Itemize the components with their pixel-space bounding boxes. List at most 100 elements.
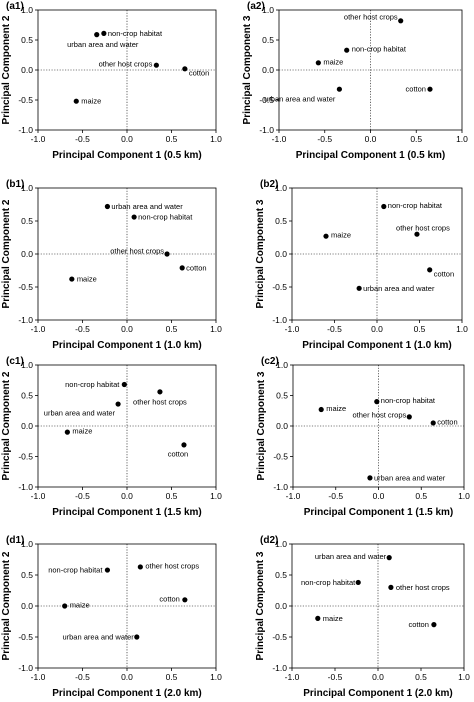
point-label-non-crop-habitat: non-crop habitat bbox=[388, 201, 443, 210]
y-tick-label: 0.0 bbox=[275, 249, 287, 259]
x-tick-label: -1.0 bbox=[285, 324, 300, 334]
y-tick-label: -0.5 bbox=[18, 282, 33, 292]
y-axis-title: Principal Component 2 bbox=[1, 551, 12, 660]
y-tick-label: -1.0 bbox=[18, 315, 33, 325]
x-tick-label: 1.0 bbox=[456, 134, 468, 144]
point-label-other-host-crops: other host crops bbox=[396, 583, 450, 592]
x-axis-title: Principal Component 1 (1.0 km) bbox=[302, 340, 451, 351]
point-non-crop-habitat bbox=[104, 567, 111, 573]
y-axis-title: Principal Component 2 bbox=[1, 15, 12, 124]
panel-a2: -1.0 -0.5 0.0 0.5 1.0 1.0 0.5 0.0 -0.5 -1.0 Princi… bbox=[242, 1, 468, 161]
point-label-urban-area-and-water: urban area and water bbox=[111, 202, 183, 211]
point-other-host-crops bbox=[406, 414, 412, 420]
x-axis-title: Principal Component 1 (0.5 km) bbox=[52, 150, 201, 161]
y-tick-label: 0.0 bbox=[21, 601, 33, 611]
y-tick-label: 1.0 bbox=[275, 539, 287, 549]
y-axis-title: Principal Component 3 bbox=[256, 371, 267, 480]
point-label-maize: maize bbox=[70, 601, 90, 610]
y-tick-label: 0.5 bbox=[262, 35, 274, 45]
x-tick-label: 0.0 bbox=[121, 672, 133, 682]
y-tick-label: -1.0 bbox=[273, 482, 288, 492]
y-tick-label: 1.0 bbox=[21, 539, 33, 549]
x-tick-label: 1.0 bbox=[210, 491, 222, 501]
x-tick-label: 1.0 bbox=[210, 324, 222, 334]
x-tick-label: 1.0 bbox=[458, 491, 470, 501]
point-urban-area-and-water bbox=[336, 86, 342, 92]
y-tick-label: 0.5 bbox=[21, 570, 33, 580]
point-label-maize: maize bbox=[331, 231, 351, 240]
point-urban-area-and-water bbox=[115, 401, 121, 407]
point-label-maize: maize bbox=[72, 427, 92, 436]
x-tick-label: 0.0 bbox=[365, 134, 377, 144]
x-tick-label: 0.0 bbox=[372, 672, 384, 682]
x-tick-label: 0.5 bbox=[410, 134, 422, 144]
point-urban-area-and-water bbox=[367, 475, 373, 481]
point-label-other-host-crops: other host crops bbox=[145, 561, 199, 570]
panel-label: (b2) bbox=[260, 179, 278, 190]
point-other-host-crops bbox=[153, 62, 159, 68]
y-tick-label: 0.0 bbox=[262, 65, 274, 75]
x-axis-title: Principal Component 1 (1.5 km) bbox=[304, 507, 453, 518]
panel-label: (d2) bbox=[260, 535, 278, 546]
point-urban-area-and-water bbox=[94, 31, 100, 38]
y-tick-label: 0.0 bbox=[21, 421, 33, 431]
y-tick-label: -0.5 bbox=[272, 282, 287, 292]
point-label-maize: maize bbox=[81, 97, 101, 106]
y-tick-label: -0.5 bbox=[18, 95, 33, 105]
point-non-crop-habitat bbox=[374, 399, 380, 405]
x-tick-label: 1.0 bbox=[210, 134, 222, 144]
point-maize bbox=[315, 615, 321, 622]
x-axis-title: Principal Component 1 (1.0 km) bbox=[52, 340, 201, 351]
point-label-urban-area-and-water: urban area and water bbox=[44, 409, 116, 418]
point-label-non-crop-habitat: non-crop habitat bbox=[138, 213, 193, 222]
panel-label: (b1) bbox=[6, 179, 24, 190]
y-tick-label: 0.5 bbox=[276, 391, 288, 401]
x-tick-label: -0.5 bbox=[75, 134, 90, 144]
y-tick-label: 1.0 bbox=[21, 360, 33, 370]
point-cotton bbox=[182, 66, 188, 72]
point-label-other-host-crops: other host crops bbox=[133, 397, 187, 406]
point-label-non-crop-habitat: non-crop habitat bbox=[352, 45, 407, 54]
y-tick-label: 1.0 bbox=[21, 5, 33, 15]
x-tick-label: -1.0 bbox=[272, 134, 287, 144]
x-tick-label: 0.5 bbox=[166, 134, 178, 144]
point-label-cotton: cotton bbox=[189, 68, 209, 77]
point-label-other-host-crops: other host crops bbox=[110, 247, 164, 256]
x-tick-label: 0.0 bbox=[121, 491, 133, 501]
x-tick-label: 0.0 bbox=[121, 134, 133, 144]
x-tick-label: -0.5 bbox=[75, 491, 90, 501]
point-label-urban-area-and-water: urban area and water bbox=[264, 95, 336, 104]
y-axis-title: Principal Component 3 bbox=[242, 15, 253, 124]
panel-b1: -1.0 -0.5 0.0 0.5 1.0 1.0 0.5 0.0 -0.5 -1.0 Princi… bbox=[1, 179, 222, 351]
x-tick-label: 0.5 bbox=[166, 324, 178, 334]
point-other-host-crops bbox=[388, 584, 394, 591]
point-label-urban-area-and-water: urban area and water bbox=[315, 552, 387, 561]
panel-d1: -1.0 -0.5 0.0 0.5 1.0 1.0 0.5 0.0 -0.5 -1.0 Princi… bbox=[1, 535, 222, 699]
x-tick-label: -0.5 bbox=[327, 324, 342, 334]
y-tick-label: -1.0 bbox=[18, 125, 33, 135]
point-label-cotton: cotton bbox=[434, 269, 454, 278]
x-tick-label: -0.5 bbox=[328, 491, 343, 501]
y-tick-label: 0.0 bbox=[276, 421, 288, 431]
point-maize bbox=[62, 603, 68, 609]
point-label-other-host-crops: other host crops bbox=[99, 60, 153, 69]
y-tick-label: -0.5 bbox=[18, 632, 33, 642]
point-cotton bbox=[431, 622, 437, 628]
x-tick-label: 0.0 bbox=[373, 491, 385, 501]
point-label-other-host-crops: other host crops bbox=[396, 224, 450, 233]
x-tick-label: -1.0 bbox=[286, 491, 301, 501]
panel-label: (c1) bbox=[6, 356, 24, 367]
y-tick-label: -0.5 bbox=[18, 452, 33, 462]
point-cotton bbox=[427, 86, 433, 92]
point-cotton bbox=[430, 420, 436, 426]
x-tick-label: 0.5 bbox=[414, 324, 426, 334]
y-tick-label: 0.5 bbox=[21, 216, 33, 226]
y-tick-label: -1.0 bbox=[259, 125, 274, 135]
panel-d2: -1.0 -0.5 0.0 0.5 1.01.00.50.0-0.5-1.0Princi… bbox=[255, 535, 470, 699]
point-label-cotton: cotton bbox=[437, 417, 457, 426]
y-tick-label: -0.5 bbox=[272, 632, 287, 642]
y-tick-label: 1.0 bbox=[21, 183, 33, 193]
y-axis-title: Principal Component 3 bbox=[255, 199, 266, 308]
y-tick-label: -1.0 bbox=[272, 315, 287, 325]
